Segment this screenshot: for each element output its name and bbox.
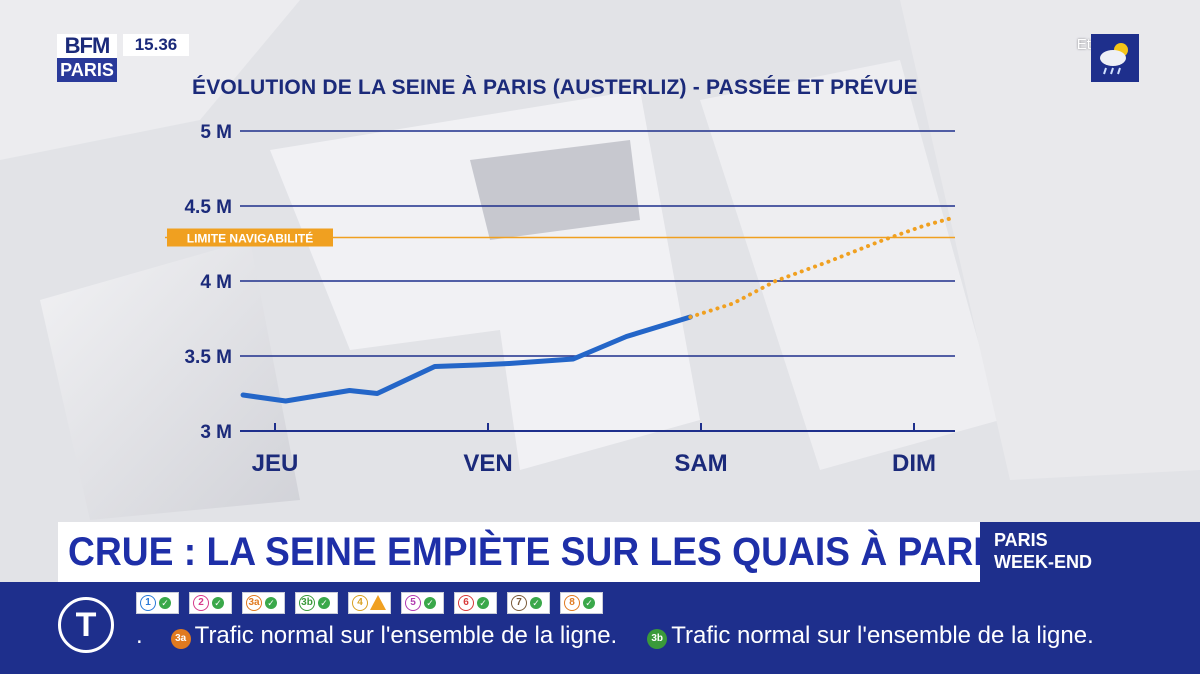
headline-bar: CRUE : LA SEINE EMPIÈTE SUR LES QUAIS À …	[58, 522, 1008, 582]
line-number: 7	[511, 595, 527, 611]
navigability-label: LIMITE NAVIGABILITÉ	[187, 231, 313, 246]
line-number: 1	[140, 595, 156, 611]
check-icon: ✓	[159, 597, 171, 609]
y-tick-label: 3 M	[200, 422, 232, 443]
line-badge-6[interactable]: 6 ✓	[454, 592, 497, 614]
transport-logo: T	[58, 597, 114, 653]
line-number: 3a	[246, 595, 262, 611]
line-badge-5[interactable]: 5 ✓	[401, 592, 444, 614]
x-tick-label: JEU	[252, 450, 299, 477]
show-line2: WEEK-END	[994, 552, 1092, 572]
line-pill: 3a	[170, 629, 191, 649]
check-icon: ✓	[212, 597, 224, 609]
y-tick-label: 5 M	[200, 122, 232, 143]
x-tick-label: VEN	[463, 450, 512, 477]
x-tick-label: SAM	[674, 450, 727, 477]
channel-logo: BFM PARIS	[57, 34, 117, 82]
line-number: 6	[458, 595, 474, 611]
traffic-message: Trafic normal sur l'ensemble de la ligne…	[194, 622, 618, 649]
line-number: 8	[564, 595, 580, 611]
line-badge-7[interactable]: 7 ✓	[507, 592, 550, 614]
series-forecast-line	[688, 216, 955, 319]
check-icon: ✓	[265, 597, 277, 609]
check-icon: ✓	[424, 597, 436, 609]
line-badge-4[interactable]: 4	[348, 592, 391, 614]
show-line1: PARIS	[994, 530, 1048, 550]
check-icon: ✓	[530, 597, 542, 609]
navigability-label-bg	[167, 228, 333, 247]
line-chart: 3 M 3.5 M 4 M 4.5 M 5 M JEU VEN SAM DIM LIMITE NA…	[165, 122, 955, 477]
headline-text: CRUE : LA SEINE EMPIÈTE SUR LES QUAIS À …	[68, 530, 1009, 574]
y-tick-label: 4 M	[200, 272, 232, 293]
line-number: 3b	[299, 595, 315, 611]
clock: 15.36	[123, 34, 189, 56]
traffic-message: Trafic normal sur l'ensemble de la ligne…	[671, 622, 1094, 649]
y-tick-label: 3.5 M	[184, 347, 232, 368]
line-pill: 3b	[647, 629, 668, 649]
line-badge-3a[interactable]: 3a ✓	[242, 592, 285, 614]
traffic-crawl: . 3a Trafic normal sur l'ensemble de la li…	[136, 621, 1200, 651]
line-badge-2[interactable]: 2 ✓	[189, 592, 232, 614]
line-number: 4	[352, 595, 368, 611]
check-icon: ✓	[318, 597, 330, 609]
line-badge-1[interactable]: 1 ✓	[136, 592, 179, 614]
line-badge-3b[interactable]: 3b ✓	[295, 592, 338, 614]
chart-title: ÉVOLUTION DE LA SEINE À PARIS (AUSTERLIZ…	[192, 76, 918, 99]
series-past-line	[240, 314, 693, 404]
logo-paris: PARIS	[57, 58, 117, 82]
crawl-lead: .	[136, 622, 143, 649]
rain-cloud-sun-icon	[1091, 34, 1139, 82]
check-icon: ✓	[477, 597, 489, 609]
line-number: 5	[405, 595, 421, 611]
show-tag: PARIS WEEK-END	[980, 522, 1200, 582]
check-icon: ✓	[583, 597, 595, 609]
logo-bfm: BFM	[57, 34, 117, 58]
line-badge-8[interactable]: 8 ✓	[560, 592, 603, 614]
warning-icon	[370, 595, 386, 610]
x-tick-label: DIM	[892, 450, 936, 477]
y-tick-label: 4.5 M	[184, 197, 232, 218]
line-number: 2	[193, 595, 209, 611]
